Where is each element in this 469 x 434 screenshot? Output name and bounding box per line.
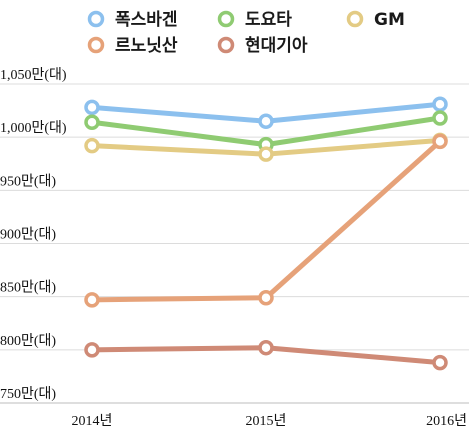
data-point — [258, 146, 274, 162]
data-point — [84, 292, 100, 308]
y-tick-label: 850만(대) — [0, 280, 56, 296]
y-tick-label: 750만(대) — [0, 386, 56, 402]
y-axis-tick-labels: 750만(대) 800만(대) 850만(대) 900만(대) 950만(대) 1,000… — [0, 67, 67, 402]
legend-marker — [346, 10, 364, 28]
data-point — [258, 339, 274, 356]
data-point — [432, 133, 448, 150]
data-point — [432, 110, 448, 126]
data-point — [84, 114, 100, 131]
x-tick-label: 2016년 — [426, 413, 467, 429]
legend-label: GM — [374, 10, 405, 30]
data-point — [84, 99, 100, 116]
data-point — [432, 354, 448, 371]
legend-marker — [87, 10, 105, 28]
x-tick-label: 2015년 — [246, 413, 287, 429]
series-line-3 — [89, 138, 443, 303]
legend-label: 현대기아 — [245, 36, 308, 56]
y-tick-label: 1,050만(대) — [0, 67, 67, 83]
x-axis-tick-labels: 2014년 2015년 2016년 — [72, 413, 467, 429]
legend-label: 폭스바겐 — [115, 10, 178, 30]
x-tick-label: 2014년 — [72, 413, 113, 429]
legend: 폭스바겐 도요타 GM 르노닛산 현대기아 — [87, 10, 405, 56]
y-tick-label: 950만(대) — [0, 173, 56, 189]
legend-label: 르노닛산 — [115, 36, 178, 56]
data-point — [258, 289, 274, 306]
gridlines — [0, 83, 469, 404]
series-points — [84, 96, 448, 371]
y-tick-label: 800만(대) — [0, 333, 56, 349]
legend-marker — [87, 36, 105, 54]
data-point — [258, 113, 274, 129]
data-point — [84, 137, 100, 154]
y-tick-label: 900만(대) — [0, 227, 56, 243]
y-tick-label: 1,000만(대) — [0, 120, 67, 136]
legend-marker — [217, 10, 235, 28]
data-point — [84, 342, 100, 358]
data-point — [432, 96, 448, 112]
legend-marker — [217, 36, 235, 54]
legend-label: 도요타 — [245, 10, 292, 30]
